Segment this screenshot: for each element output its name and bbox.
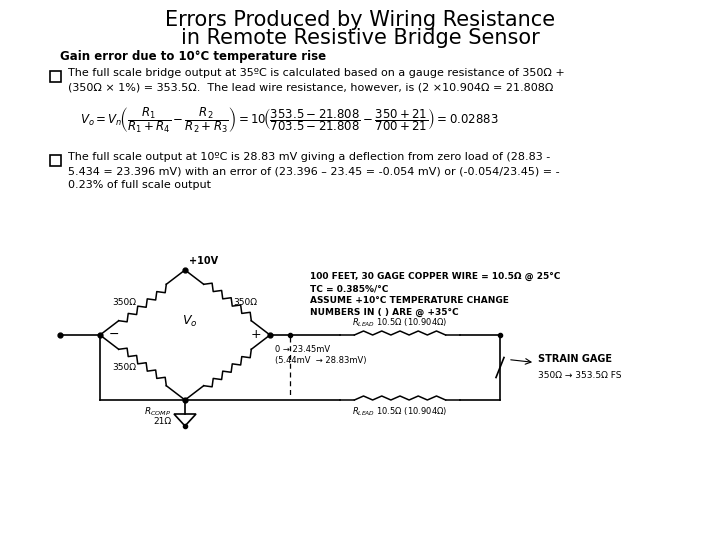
Text: −: − xyxy=(109,327,120,341)
Text: 350Ω → 353.5Ω FS: 350Ω → 353.5Ω FS xyxy=(538,371,621,380)
Text: $R_{LEAD}$ 10.5Ω (10.904Ω): $R_{LEAD}$ 10.5Ω (10.904Ω) xyxy=(352,316,448,329)
Text: 5.434 = 23.396 mV) with an error of (23.396 – 23.45 = -0.054 mV) or (-0.054/23.4: 5.434 = 23.396 mV) with an error of (23.… xyxy=(68,166,559,176)
Text: 100 FEET, 30 GAGE COPPER WIRE = 10.5Ω @ 25°C: 100 FEET, 30 GAGE COPPER WIRE = 10.5Ω @ … xyxy=(310,272,560,281)
Text: +: + xyxy=(251,327,261,341)
Text: 0 → 23.45mV: 0 → 23.45mV xyxy=(275,345,330,354)
Text: 0.23% of full scale output: 0.23% of full scale output xyxy=(68,180,211,190)
Text: 350Ω: 350Ω xyxy=(112,298,137,307)
Text: TC = 0.385%/°C: TC = 0.385%/°C xyxy=(310,284,388,293)
Text: $R_{LEAD}$ 10.5Ω (10.904Ω): $R_{LEAD}$ 10.5Ω (10.904Ω) xyxy=(352,406,448,418)
Text: Errors Produced by Wiring Resistance: Errors Produced by Wiring Resistance xyxy=(165,10,555,30)
Text: ASSUME +10°C TEMPERATURE CHANGE: ASSUME +10°C TEMPERATURE CHANGE xyxy=(310,296,509,305)
Text: STRAIN GAGE: STRAIN GAGE xyxy=(538,354,612,364)
Text: NUMBERS IN ( ) ARE @ +35°C: NUMBERS IN ( ) ARE @ +35°C xyxy=(310,308,459,317)
Text: (5.44mV  → 28.83mV): (5.44mV → 28.83mV) xyxy=(275,356,366,365)
FancyBboxPatch shape xyxy=(50,71,61,82)
Text: $R_{COMP}$: $R_{COMP}$ xyxy=(144,406,171,418)
Text: The full scale output at 10ºC is 28.83 mV giving a deflection from zero load of : The full scale output at 10ºC is 28.83 m… xyxy=(68,152,550,162)
Text: The full scale bridge output at 35ºC is calculated based on a gauge resistance o: The full scale bridge output at 35ºC is … xyxy=(68,68,564,78)
Text: $V_o$: $V_o$ xyxy=(182,314,198,329)
Text: 350Ω: 350Ω xyxy=(112,363,137,372)
Text: 21Ω: 21Ω xyxy=(153,417,171,426)
Text: $V_o = V_n\!\left(\dfrac{R_1}{R_1+R_4} - \dfrac{R_2}{R_2+R_3}\right) = 10\!\left: $V_o = V_n\!\left(\dfrac{R_1}{R_1+R_4} -… xyxy=(80,105,499,135)
FancyBboxPatch shape xyxy=(50,155,61,166)
Text: (350Ω × 1%) = 353.5Ω.  The lead wire resistance, however, is (2 ×10.904Ω = 21.80: (350Ω × 1%) = 353.5Ω. The lead wire resi… xyxy=(68,82,554,92)
Text: 350Ω: 350Ω xyxy=(233,298,258,307)
Text: in Remote Resistive Bridge Sensor: in Remote Resistive Bridge Sensor xyxy=(181,28,539,48)
Text: +10V: +10V xyxy=(189,256,218,266)
Text: Gain error due to 10°C temperature rise: Gain error due to 10°C temperature rise xyxy=(60,50,326,63)
